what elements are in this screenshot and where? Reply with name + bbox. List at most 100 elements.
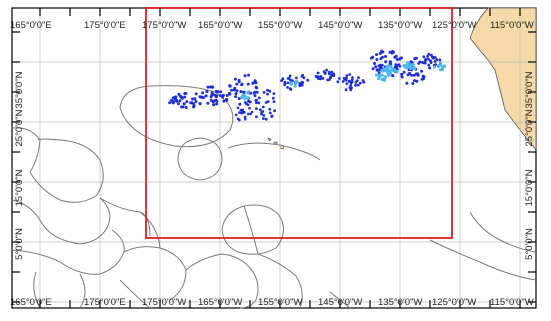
occurrence-point [268, 107, 272, 111]
occurrence-point [212, 99, 216, 103]
occurrence-point [420, 77, 424, 81]
occurrence-point [441, 64, 446, 68]
occurrence-point [240, 82, 244, 86]
occurrence-point [330, 70, 334, 74]
occurrence-point [193, 97, 197, 101]
occurrence-point [232, 88, 236, 92]
occurrence-point [262, 117, 265, 120]
occurrence-point [424, 57, 428, 61]
occurrence-point [174, 99, 178, 103]
occurrence-point [261, 105, 265, 109]
occurrence-point [288, 74, 292, 78]
occurrence-point [222, 99, 226, 103]
occurrence-point [361, 79, 365, 82]
occurrence-point [387, 73, 391, 77]
occurrence-point [351, 76, 354, 79]
lon-label-top: 135°0'0"W [378, 20, 422, 31]
occurrence-point [371, 55, 375, 59]
occurrence-point [253, 94, 257, 98]
occurrence-point [439, 61, 443, 65]
occurrence-point [380, 63, 384, 67]
occurrence-point [350, 78, 354, 82]
occurrence-point [211, 85, 215, 89]
occurrence-point [286, 86, 289, 89]
occurrence-point [264, 117, 268, 121]
occurrence-point [422, 61, 425, 65]
occurrence-point [261, 110, 265, 113]
occurrence-point [237, 80, 241, 84]
occurrence-point [238, 111, 241, 114]
occurrence-point [234, 113, 238, 117]
occurrence-point [377, 71, 381, 75]
occurrence-point [319, 77, 322, 81]
occurrence-point [219, 90, 223, 94]
occurrence-point [384, 55, 387, 58]
lon-label-bottom: 175°0'0"E [84, 297, 126, 308]
occurrence-point [221, 95, 225, 99]
occurrence-point [246, 112, 250, 116]
occurrence-point [378, 65, 382, 69]
lon-label-bottom: 115°0'0"W [490, 297, 534, 308]
occurrence-point [239, 90, 243, 94]
occurrence-point [413, 79, 416, 83]
occurrence-point [271, 96, 275, 100]
occurrence-point [400, 72, 404, 76]
occurrence-point [316, 71, 320, 75]
occurrence-point [390, 67, 395, 71]
occurrence-point [433, 60, 437, 63]
occurrence-point [380, 68, 385, 73]
top-longitude-labels: 165°0'0"E 175°0'0"E 175°0'0"W 165°0'0"W … [10, 20, 534, 31]
occurrence-point [218, 94, 222, 98]
occurrence-point [317, 77, 320, 80]
occurrence-point [378, 52, 382, 55]
occurrence-point [383, 78, 387, 82]
right-latitude-labels: 35°0'0"N 25°0'0"N 15°0'0"N 5°0'0"N [524, 71, 535, 259]
lat-label-right: 5°0'0"N [524, 228, 535, 260]
occurrence-point [250, 110, 254, 114]
occurrence-point [255, 98, 258, 102]
occurrence-point [348, 79, 351, 83]
occurrence-point [380, 73, 384, 77]
occurrence-point [233, 77, 237, 81]
occurrence-point [184, 106, 188, 109]
occurrence-point [332, 72, 336, 76]
occurrence-point [358, 81, 362, 85]
occurrence-point [286, 77, 290, 80]
occurrence-points [168, 49, 447, 122]
occurrence-point [373, 62, 377, 65]
occurrence-point [412, 66, 417, 70]
occurrence-point [438, 58, 442, 62]
occurrence-point [260, 112, 263, 116]
occurrence-point [405, 64, 410, 68]
occurrence-point [342, 76, 346, 80]
occurrence-point [350, 80, 354, 84]
occurrence-point [286, 81, 290, 85]
occurrence-point [435, 58, 439, 62]
occurrence-point [183, 95, 187, 99]
lon-label-bottom: 165°0'0"E [10, 297, 52, 308]
occurrence-point [248, 100, 252, 104]
occurrence-point [325, 68, 328, 72]
lat-label-left: 5°0'0"N [14, 228, 25, 260]
occurrence-point [272, 92, 276, 95]
occurrence-point [384, 60, 388, 64]
occurrence-point [246, 103, 250, 107]
occurrence-point [249, 91, 253, 95]
occurrence-point [243, 110, 246, 114]
occurrence-point [380, 77, 384, 82]
occurrence-point [306, 78, 310, 82]
occurrence-point [206, 101, 210, 105]
lon-label-top: 145°0'0"W [318, 20, 362, 31]
occurrence-point [243, 74, 247, 78]
occurrence-point [273, 109, 276, 113]
occurrence-point [378, 68, 382, 72]
occurrence-point [394, 54, 398, 58]
lat-label-left: 15°0'0"N [14, 169, 25, 206]
occurrence-point [235, 89, 239, 93]
map-frame [11, 7, 537, 309]
occurrence-point [243, 101, 247, 104]
occurrence-point [349, 83, 353, 87]
eez-boundaries [11, 85, 537, 309]
occurrence-point [405, 81, 409, 85]
occurrence-point [198, 95, 202, 99]
